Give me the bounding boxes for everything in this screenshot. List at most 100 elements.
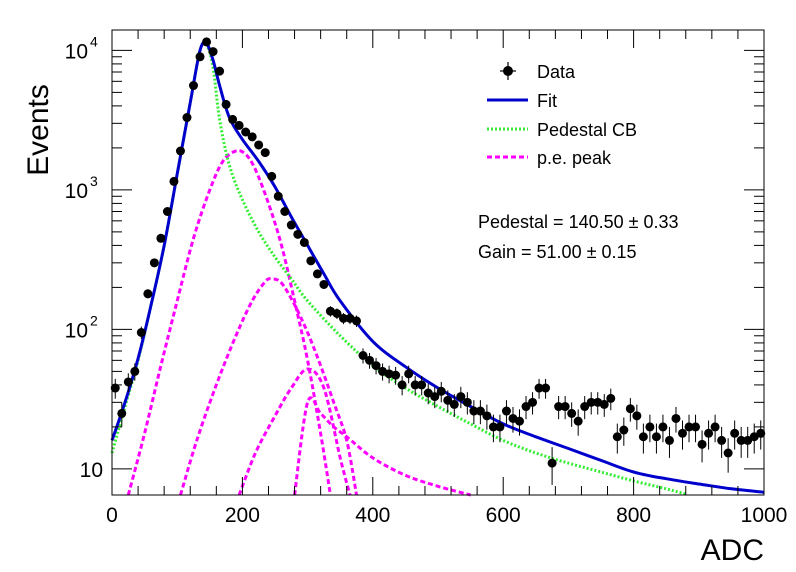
data-point (717, 435, 727, 445)
data-point (404, 369, 414, 379)
data-point (267, 171, 277, 181)
data-point (358, 350, 368, 360)
x-tick-label: 600 (486, 504, 521, 527)
data-point (704, 428, 714, 438)
data-point (495, 422, 505, 432)
pe-peak-curve (237, 367, 352, 496)
data-point (684, 422, 694, 432)
data-point (501, 406, 511, 416)
data-point (462, 397, 472, 407)
data-point (117, 408, 127, 418)
data-point (221, 99, 231, 109)
data-point (756, 428, 766, 438)
data-point (723, 448, 733, 458)
data-point (645, 422, 655, 432)
y-tick-label: 10 (65, 319, 88, 342)
data-point (352, 316, 361, 326)
data-point (169, 176, 179, 186)
legend: Data Fit Pedestal CB p.e. peak (487, 62, 637, 168)
data-point (410, 380, 420, 390)
data-point (580, 402, 590, 412)
data-point (293, 229, 303, 239)
data-point (541, 383, 551, 393)
y-tick-label: 10 (65, 40, 88, 63)
data-point (195, 52, 205, 62)
data-point (554, 402, 564, 412)
curves-layer (110, 40, 765, 497)
annotation-pedestal: Pedestal = 140.50 ± 0.33 (478, 212, 679, 232)
data-point (136, 328, 146, 338)
y-tick-label: 10 (65, 180, 88, 203)
data-point (280, 207, 290, 217)
data-point (469, 406, 479, 416)
legend-label-pedestal: Pedestal CB (537, 120, 637, 140)
data-point (521, 402, 531, 412)
data-point (730, 428, 740, 438)
data-point (736, 435, 746, 445)
data-point (365, 355, 375, 365)
data-point (475, 406, 485, 416)
data-point (254, 140, 264, 150)
data-point (149, 258, 159, 268)
data-point (671, 413, 681, 423)
x-tick-label: 400 (355, 504, 390, 527)
data-point (573, 416, 583, 426)
data-point (175, 146, 185, 156)
data-point (189, 81, 198, 91)
data-point (612, 432, 622, 442)
data-point (306, 256, 316, 266)
data-point (299, 237, 309, 247)
data-point (202, 37, 212, 47)
data-point (319, 279, 329, 289)
data-point (560, 402, 570, 412)
data-point (371, 361, 381, 371)
data-point (619, 425, 629, 435)
data-point (260, 148, 270, 158)
data-point (273, 191, 283, 201)
data-point (599, 399, 609, 409)
x-tick-label: 800 (616, 504, 651, 527)
data-point (391, 370, 401, 380)
data-point (606, 393, 616, 403)
data-point (534, 383, 544, 393)
legend-label-pe-peak: p.e. peak (537, 148, 612, 168)
y-tick-label-exponent: 4 (90, 33, 98, 49)
data-point (488, 422, 498, 432)
x-tick-label: 200 (225, 504, 260, 527)
legend-data-marker (503, 66, 513, 76)
data-point (247, 132, 257, 142)
data-point (658, 422, 668, 432)
data-point (586, 397, 596, 407)
data-point (228, 114, 238, 124)
data-point (567, 408, 577, 418)
data-point (436, 386, 446, 396)
data-point (182, 113, 192, 123)
data-point (143, 289, 153, 299)
data-point (397, 380, 407, 390)
data-point (743, 435, 753, 445)
data-point (130, 366, 140, 376)
data-point (632, 411, 642, 421)
data-points (110, 37, 766, 485)
annotation-gain: Gain = 51.00 ± 0.15 (478, 242, 637, 262)
y-axis-label: Events (22, 84, 55, 176)
data-point (286, 220, 296, 230)
data-point (638, 432, 648, 442)
data-point (215, 66, 225, 76)
pe-peak-curve (126, 149, 332, 496)
data-point (691, 422, 701, 432)
data-point (430, 392, 440, 402)
data-point (697, 439, 707, 449)
data-point (625, 404, 635, 414)
legend-label-fit: Fit (537, 91, 557, 111)
data-point (449, 399, 459, 409)
x-tick-label: 0 (106, 504, 118, 527)
fit-curve (110, 40, 765, 494)
data-point (710, 422, 720, 432)
data-point (651, 432, 661, 442)
data-point (110, 383, 120, 393)
x-axis-label: ADC (701, 534, 764, 567)
data-point (528, 397, 538, 407)
